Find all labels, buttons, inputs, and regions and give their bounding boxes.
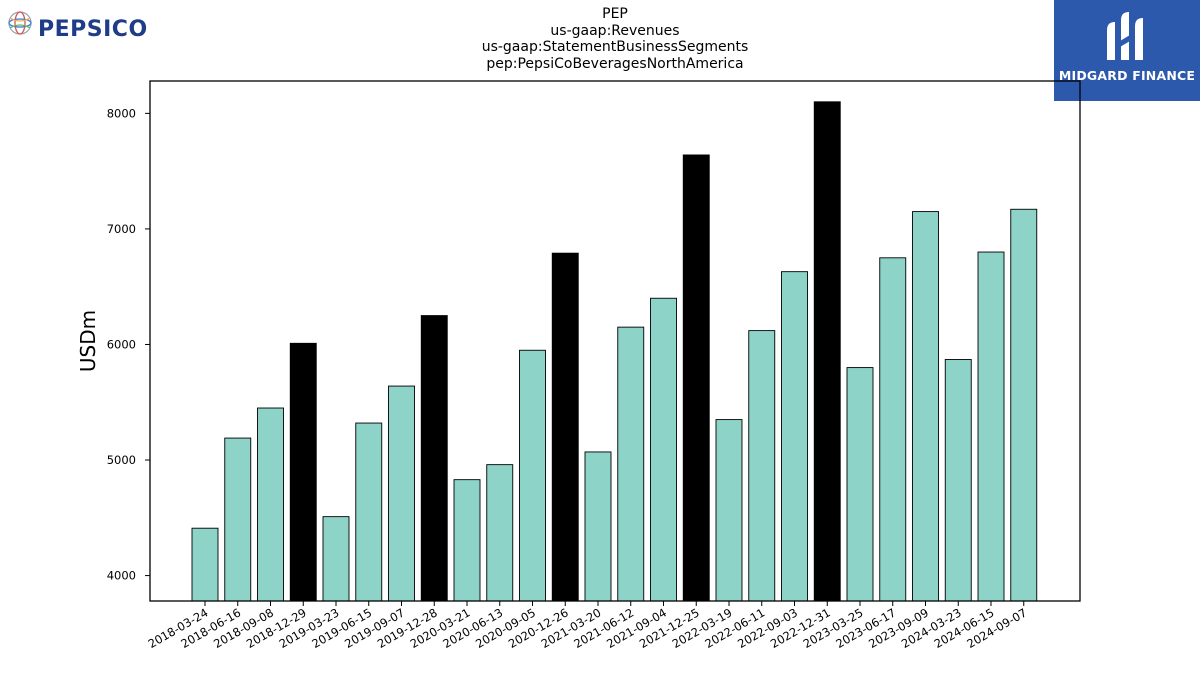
bar-2022-03-19 xyxy=(715,419,743,602)
y-tick-label: 7000 xyxy=(107,222,136,236)
midgard-monogram-icon xyxy=(1107,12,1143,60)
bar-2024-03-23 xyxy=(944,359,972,602)
bar-2024-06-15 xyxy=(977,251,1005,602)
chart-title: PEP us-gaap:Revenues us-gaap:StatementBu… xyxy=(415,6,815,72)
bar-2020-12-26 xyxy=(551,252,579,602)
y-axis-label: USDm xyxy=(76,310,100,372)
pepsico-wordmark: PEPSICO xyxy=(38,17,148,42)
bar-2021-12-25 xyxy=(682,154,710,602)
bar-2019-09-07 xyxy=(388,385,415,602)
chart-title-line: us-gaap:Revenues xyxy=(550,22,680,39)
bar-2023-06-17 xyxy=(879,257,907,602)
pepsico-globe-icon xyxy=(8,11,32,35)
bar-2018-06-16 xyxy=(224,437,252,602)
bar-2022-06-11 xyxy=(748,330,776,602)
chart-title-line: us-gaap:StatementBusinessSegments xyxy=(481,39,749,55)
chart-title-line: PEP xyxy=(602,6,628,22)
y-tick-label: 6000 xyxy=(107,337,136,351)
bar-2020-03-21 xyxy=(453,479,481,602)
bar-2024-09-07 xyxy=(1010,208,1038,602)
bar-2019-06-15 xyxy=(355,422,383,602)
bar-2020-09-05 xyxy=(519,349,546,602)
bar-2021-06-12 xyxy=(617,326,645,602)
y-tick-label: 8000 xyxy=(107,106,136,120)
plot-frame xyxy=(149,80,1081,602)
bar-2019-03-23 xyxy=(322,516,350,602)
bar-2018-03-24 xyxy=(191,527,219,602)
bar-2018-12-29 xyxy=(289,342,317,602)
pepsico-logo: PEPSICO xyxy=(4,8,164,48)
bar-2021-09-04 xyxy=(650,297,677,602)
bar-2021-03-20 xyxy=(584,451,612,602)
bar-2023-09-09 xyxy=(912,211,939,602)
y-tick-label: 4000 xyxy=(107,569,136,583)
bar-2020-06-13 xyxy=(486,464,514,602)
bar-2022-09-03 xyxy=(781,271,808,602)
bar-2023-03-25 xyxy=(846,367,874,602)
bar-2018-09-08 xyxy=(257,407,284,602)
bar-2022-12-31 xyxy=(813,101,841,602)
chart-title-line: pep:PepsiCoBeveragesNorthAmerica xyxy=(486,55,744,72)
midgard-wordmark: MIDGARD FINANCE xyxy=(1058,68,1196,83)
midgard-logo: MIDGARD FINANCE xyxy=(1054,0,1200,101)
bar-2019-12-28 xyxy=(420,315,448,602)
y-tick-label: 5000 xyxy=(107,453,136,467)
